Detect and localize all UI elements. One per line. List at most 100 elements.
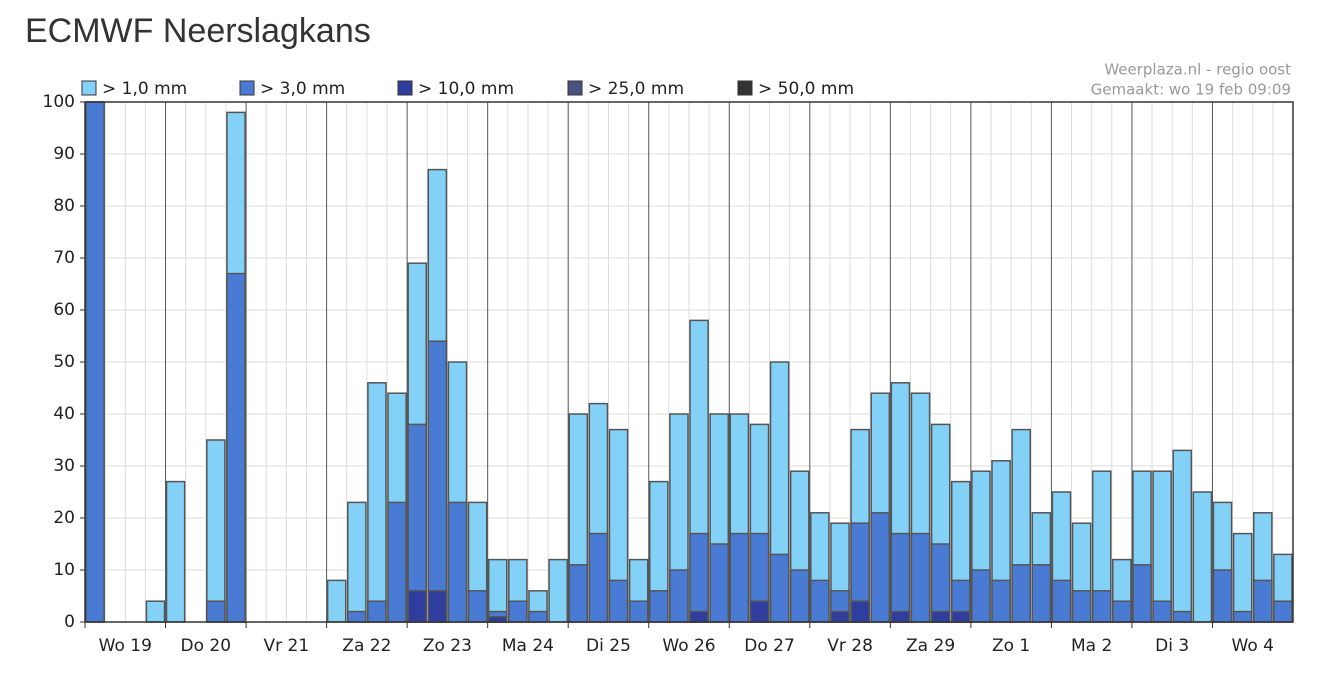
x-tick-label: Wo 19 (99, 636, 152, 656)
bar (789, 569, 810, 623)
bar (165, 480, 186, 623)
x-tick-label: Zo 1 (992, 636, 1030, 656)
bar (1172, 449, 1193, 623)
x-tick-label: Wo 26 (662, 636, 715, 656)
bar (870, 512, 891, 623)
bar (769, 553, 790, 623)
x-tick-label: Wo 4 (1232, 636, 1274, 656)
x-tick-label: Di 25 (586, 636, 631, 656)
legend-label: > 50,0 mm (758, 79, 854, 99)
bar (729, 532, 750, 623)
x-tick-label: Ma 24 (502, 636, 554, 656)
bar (407, 590, 428, 623)
legend-label: > 1,0 mm (102, 79, 187, 99)
bar (447, 501, 468, 623)
y-tick-label: 90 (53, 144, 75, 164)
bar (1031, 564, 1052, 623)
bar (648, 590, 669, 623)
bar (1273, 600, 1293, 623)
bar (689, 610, 709, 623)
plot-frame (84, 101, 1294, 623)
bar (326, 579, 347, 623)
bar (1232, 532, 1253, 623)
bar (1091, 590, 1112, 623)
bar (145, 600, 166, 623)
x-tick-label: Ma 2 (1071, 636, 1112, 656)
bar (1192, 491, 1213, 623)
bar (226, 272, 246, 623)
legend-swatch (737, 80, 753, 96)
bar (1071, 590, 1092, 623)
bar (1011, 564, 1032, 623)
bar (930, 610, 951, 623)
bar (950, 610, 971, 623)
y-tick-label: 30 (53, 456, 75, 476)
y-tick-label: 10 (53, 560, 75, 580)
bar (387, 501, 407, 623)
bar (971, 569, 991, 623)
x-tick-label: Di 3 (1155, 636, 1189, 656)
bar (1172, 610, 1193, 623)
bar (346, 501, 367, 623)
x-tick-label: Do 27 (744, 636, 795, 656)
bar (810, 579, 830, 623)
bar (427, 340, 448, 623)
bar (669, 569, 689, 623)
legend-swatch (81, 80, 97, 96)
bar (568, 564, 589, 623)
bar (528, 610, 548, 623)
y-tick-label: 0 (64, 612, 75, 632)
bar (749, 600, 770, 623)
y-tick-label: 100 (43, 92, 75, 112)
bar (1051, 579, 1072, 623)
bar (1252, 579, 1273, 623)
bar (346, 610, 367, 623)
x-tick-label: Zo 23 (423, 636, 472, 656)
bar (1152, 600, 1172, 623)
bar (467, 590, 488, 623)
bar (1132, 564, 1152, 623)
bar (709, 543, 730, 623)
bar (1112, 600, 1132, 623)
bar (1212, 569, 1233, 623)
x-tick-label: Vr 28 (827, 636, 873, 656)
bar (367, 382, 387, 623)
bar (890, 610, 911, 623)
y-tick-label: 40 (53, 404, 75, 424)
bar (628, 600, 649, 623)
bar (1152, 470, 1172, 623)
legend-label: > 25,0 mm (588, 79, 684, 99)
x-tick-label: Za 29 (906, 636, 955, 656)
bar (930, 543, 951, 623)
y-tick-label: 80 (53, 196, 75, 216)
bar (487, 616, 508, 623)
legend-swatch (397, 80, 413, 96)
source: Weerplaza.nl - regio oost (1104, 61, 1291, 79)
bar (1232, 610, 1253, 623)
x-tick-label: Za 22 (342, 636, 391, 656)
bar (588, 532, 609, 623)
x-tick-label: Do 20 (181, 636, 232, 656)
page-title: ECMWF Neerslagkans (25, 12, 371, 50)
legend-swatch (567, 80, 583, 96)
bar (508, 600, 528, 623)
bar (548, 558, 568, 623)
bar (206, 600, 226, 623)
y-tick-label: 70 (53, 248, 75, 268)
y-tick-label: 50 (53, 352, 75, 372)
legend-label: > 3,0 mm (260, 79, 345, 99)
y-tick-label: 20 (53, 508, 75, 528)
bar (367, 600, 387, 623)
bar (910, 532, 931, 623)
bar (850, 600, 870, 623)
bar (206, 439, 226, 623)
legend-swatch (239, 80, 255, 96)
bar (427, 590, 448, 623)
bar (830, 610, 850, 623)
bar (608, 579, 629, 623)
bar (85, 101, 105, 623)
y-tick-label: 60 (53, 300, 75, 320)
x-tick-label: Vr 21 (264, 636, 310, 656)
